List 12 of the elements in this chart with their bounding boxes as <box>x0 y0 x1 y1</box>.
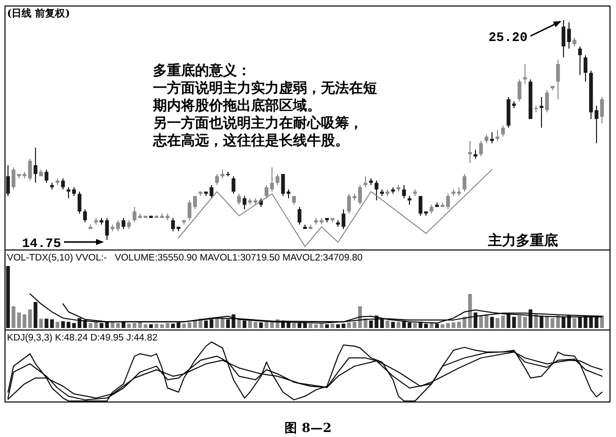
annotation: 14.75 <box>22 236 62 251</box>
chart-title: VOL-TDX(5,10) VVOL:- VOLUME:35550.90 MAVOL1:30719.50 MAVOL2:34709.80 <box>7 252 363 264</box>
annotation: 多重底的意义： <box>153 62 251 79</box>
annotation: 一方面说明主力实力虚弱，无法在短 <box>153 80 377 96</box>
annotation: 主力多重底 <box>487 232 558 249</box>
caption: 图 8—2 <box>284 420 332 435</box>
annotation: 期内将股价拖出底部区域。 <box>152 97 321 114</box>
annotation: 志在高远，这往往是长线牛股。 <box>152 132 349 149</box>
chart-title: KDJ(9,3,3) K:48.24 D:49.95 J:44.82 <box>7 332 158 344</box>
chart-title: (日线 前复权) <box>7 8 70 20</box>
annotation: 25.20 <box>488 30 528 45</box>
annotation: 另一方面也说明主力在耐心吸筹， <box>153 114 363 132</box>
